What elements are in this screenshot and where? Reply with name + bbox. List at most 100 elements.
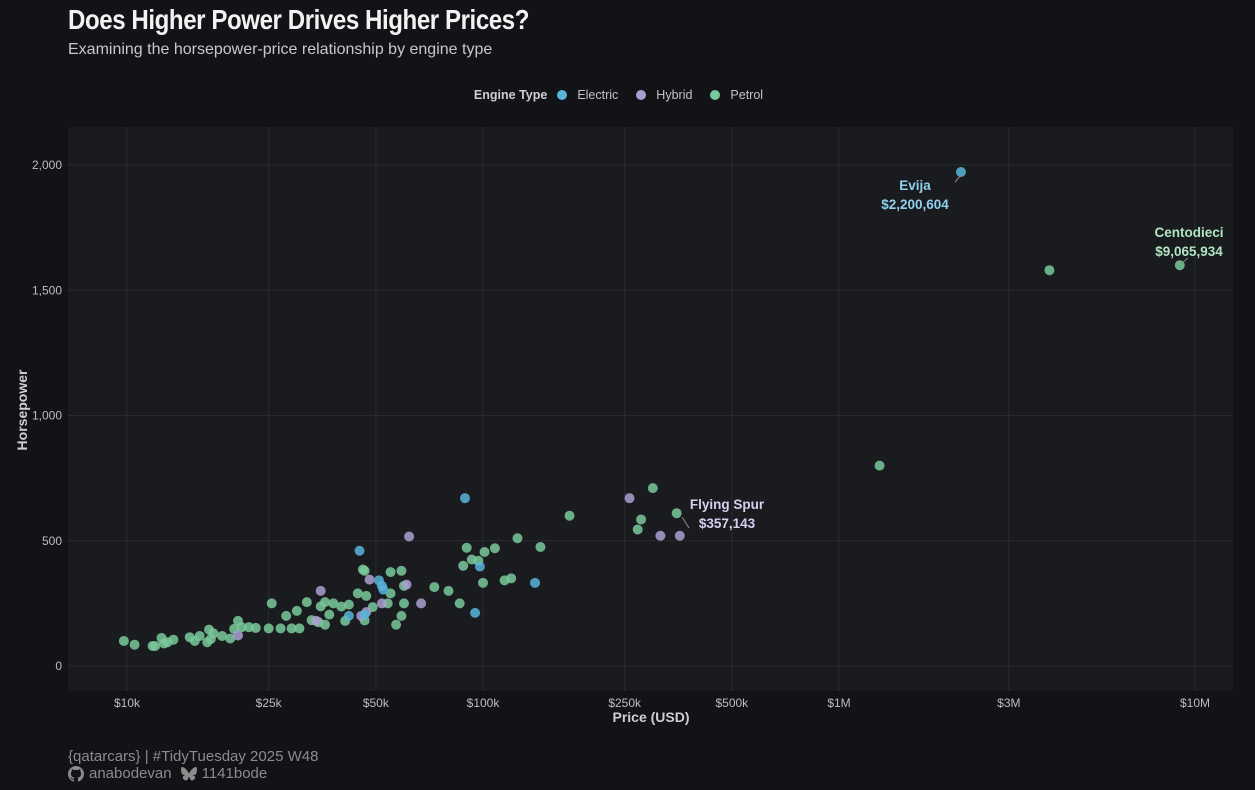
data-point-petrol	[361, 590, 372, 601]
legend: Engine Type Electric Hybrid Petrol	[0, 88, 1255, 102]
data-point-electric	[343, 610, 354, 621]
bluesky-handle: 1141bode	[201, 765, 268, 782]
annotation-price: $357,143	[699, 516, 756, 531]
data-point-petrol	[454, 598, 465, 609]
legend-item-electric: Electric	[557, 88, 618, 102]
data-point-petrol	[647, 483, 658, 494]
annotation-price: $9,065,934	[1155, 244, 1223, 259]
x-tick-label: $3M	[997, 696, 1020, 710]
data-point-hybrid	[401, 579, 412, 590]
data-point-petrol	[458, 560, 469, 571]
data-point-petrol	[275, 623, 286, 634]
data-points	[118, 167, 1185, 651]
data-point-petrol	[391, 619, 402, 630]
legend-label-petrol: Petrol	[730, 88, 764, 102]
data-point-petrol	[359, 565, 370, 576]
data-point-petrol	[489, 543, 500, 554]
data-point-petrol	[336, 601, 347, 612]
data-point-petrol	[874, 460, 885, 471]
bluesky-butterfly-icon	[180, 766, 197, 782]
annotation-name: Evija	[899, 178, 931, 193]
x-tick-label: $100k	[467, 696, 501, 710]
x-tick-label: $25k	[256, 696, 283, 710]
data-point-electric	[955, 167, 966, 178]
data-point-petrol	[429, 582, 440, 593]
data-point-petrol	[399, 598, 410, 609]
x-tick-label: $250k	[608, 696, 642, 710]
data-point-petrol	[535, 542, 546, 553]
legend-item-hybrid: Hybrid	[636, 88, 692, 102]
plot-panel	[68, 127, 1233, 691]
caption-credits: anabodevan 1141bode	[68, 765, 267, 782]
data-point-hybrid	[416, 598, 427, 609]
data-point-petrol	[202, 637, 213, 648]
data-point-petrol	[315, 601, 326, 612]
data-point-petrol	[328, 598, 339, 609]
data-point-petrol	[147, 640, 158, 651]
data-point-petrol	[506, 573, 517, 584]
data-point-petrol	[217, 630, 228, 641]
legend-swatch-hybrid	[636, 90, 647, 100]
data-point-petrol	[281, 610, 292, 621]
data-point-hybrid	[364, 574, 375, 585]
data-point-petrol	[291, 605, 302, 616]
data-point-hybrid	[311, 615, 322, 626]
legend-item-petrol: Petrol	[710, 88, 763, 102]
data-point-petrol	[396, 565, 407, 576]
data-point-petrol	[478, 577, 488, 588]
data-point-petrol	[129, 639, 140, 650]
y-tick-label: 1,000	[32, 409, 62, 423]
annotation-price: $2,200,604	[881, 197, 949, 212]
legend-label-electric: Electric	[577, 88, 619, 102]
y-tick-label: 1,500	[32, 283, 62, 297]
data-point-hybrid	[376, 598, 387, 609]
x-axis-ticks: $10k $25k $50k $100k $250k $500k $1M $3M $10M	[114, 696, 1210, 710]
x-tick-label: $10M	[1180, 696, 1210, 710]
data-point-hybrid	[232, 630, 243, 641]
data-point-electric	[474, 561, 485, 572]
data-point-hybrid	[624, 493, 635, 504]
gridlines	[68, 127, 1233, 691]
legend-title: Engine Type	[473, 88, 548, 102]
data-point-petrol	[443, 585, 454, 596]
x-tick-label: $50k	[363, 696, 390, 710]
data-point-petrol	[324, 609, 335, 620]
data-point-petrol	[236, 622, 247, 633]
data-point-petrol	[632, 524, 643, 535]
annotation-leader-line	[681, 516, 690, 529]
data-point-petrol	[396, 610, 407, 621]
data-point-petrol	[343, 599, 354, 610]
data-point-petrol	[479, 547, 490, 558]
y-axis-label: Horsepower	[14, 369, 30, 450]
legend-swatch-petrol	[710, 90, 721, 100]
caption-source: {qatarcars} | #TidyTuesday 2025 W48	[68, 748, 319, 765]
data-point-electric	[459, 493, 470, 504]
data-point-petrol	[461, 542, 472, 553]
data-point-petrol	[301, 597, 312, 608]
annotation-leader-line	[954, 174, 962, 183]
data-point-petrol	[512, 533, 523, 544]
data-point-petrol	[263, 623, 274, 634]
data-point-electric	[470, 607, 481, 618]
y-axis-ticks: 0 500 1,000 1,500 2,000	[32, 158, 62, 673]
chart-subtitle: Examining the horsepower-price relations…	[68, 41, 493, 58]
data-point-petrol	[636, 514, 647, 525]
y-tick-label: 0	[55, 659, 62, 673]
x-tick-label: $500k	[715, 696, 749, 710]
annotations: Evija $2,200,604 Centodieci $9,065,934 Flyin…	[681, 174, 1224, 531]
data-point-electric	[359, 609, 370, 620]
data-point-hybrid	[404, 531, 415, 542]
chart-title: Does Higher Power Drives Higher Prices?	[68, 4, 529, 35]
data-point-petrol	[266, 598, 277, 609]
data-point-electric	[530, 577, 541, 588]
data-point-petrol	[564, 510, 575, 521]
data-point-petrol	[118, 635, 129, 646]
data-point-petrol	[320, 619, 331, 630]
y-tick-label: 2,000	[32, 158, 62, 172]
github-icon	[68, 765, 84, 782]
data-point-petrol	[286, 623, 297, 634]
data-point-petrol	[671, 508, 682, 519]
data-point-hybrid	[674, 530, 685, 541]
data-point-petrol	[1044, 265, 1055, 276]
